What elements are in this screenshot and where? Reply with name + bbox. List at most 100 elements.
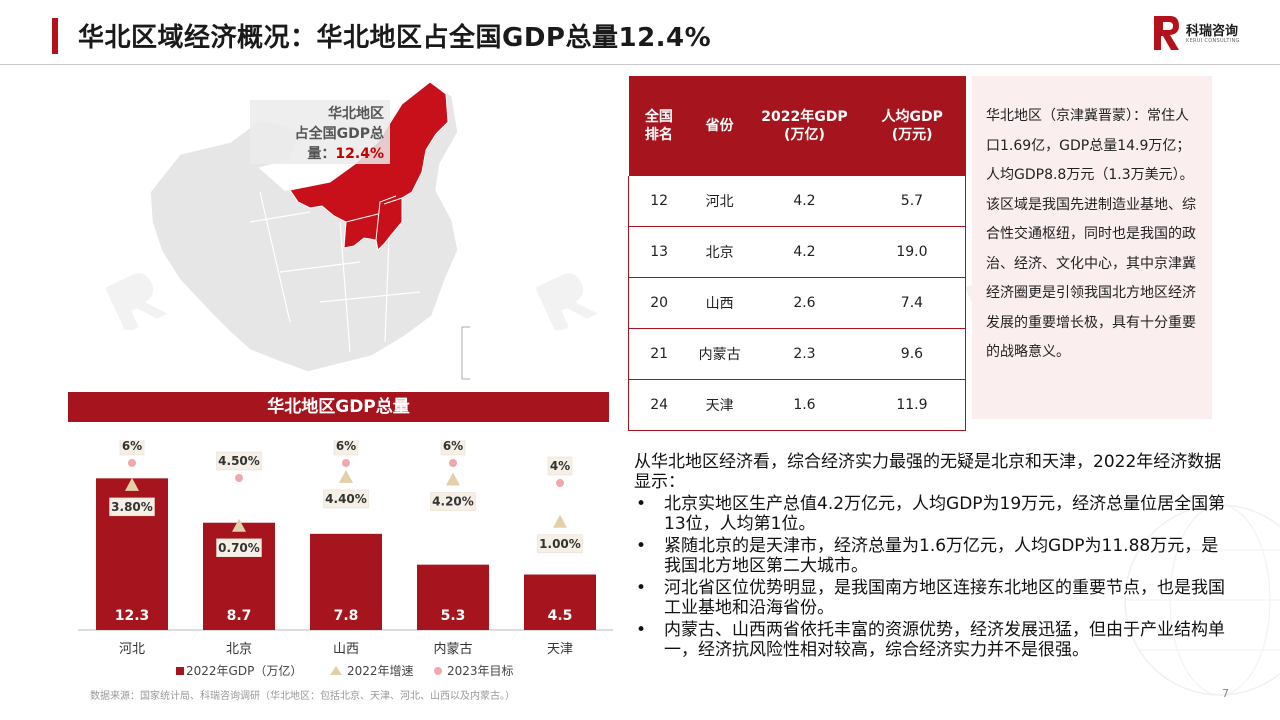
map-callout-line1: 华北地区 xyxy=(328,106,384,122)
growth-marker-triangle xyxy=(125,477,139,491)
table-cell-per-capita: 7.4 xyxy=(858,277,966,329)
table-header-gdp: 2022年GDP (万亿) xyxy=(750,76,859,176)
table-header-row: 全国 排名 省份 2022年GDP (万亿) 人均GDP (万元) xyxy=(628,76,966,176)
page-title: 华北区域经济概况：华北地区占全国GDP总量12.4% xyxy=(78,23,712,53)
map-callout-line2: 占全国GDP总 xyxy=(294,126,384,142)
gdp-table: 全国 排名 省份 2022年GDP (万亿) 人均GDP (万元) 12 河北 4.2… xyxy=(628,76,966,431)
south-china-sea-inset xyxy=(461,326,470,380)
table-row: 21 内蒙古 2.3 9.6 xyxy=(628,328,966,380)
category-tick-label: 河北 xyxy=(119,642,145,657)
page-number: 7 xyxy=(1222,687,1229,700)
target-rate-label-box xyxy=(216,451,262,471)
legend-growth-swatch xyxy=(330,666,342,675)
gdp-bar-label: 5.3 xyxy=(441,608,466,624)
category-tick-label: 内蒙古 xyxy=(433,641,472,657)
table-header-province: 省份 xyxy=(689,76,751,176)
target-rate-label: 6% xyxy=(336,440,356,453)
table-row: 24 天津 1.6 11.9 xyxy=(628,379,966,431)
table-cell-per-capita: 5.7 xyxy=(858,176,966,227)
table-cell-per-capita: 9.6 xyxy=(858,328,966,380)
gdp-bar-label: 4.5 xyxy=(548,608,573,624)
logo-subtitle: KERUI CONSULTING xyxy=(1186,38,1240,44)
table-cell-gdp: 2.6 xyxy=(750,277,859,329)
growth-marker-triangle xyxy=(232,518,246,532)
category-tick-label: 山西 xyxy=(333,642,359,657)
analysis-bullet-list: • 北京实地区生产总值4.2万亿元，人均GDP为19万元，经济总量位居全国第13位… xyxy=(634,494,1234,660)
title-accent-bar xyxy=(52,18,58,54)
legend-gdp-swatch xyxy=(176,667,184,675)
title-divider xyxy=(0,64,1280,65)
list-item: • 内蒙古、山西两省依托丰富的资源优势，经济发展迅猛，但由于产业结构单一，经济抗风… xyxy=(636,620,1225,660)
table-cell-province: 北京 xyxy=(689,226,751,278)
target-rate-label-box xyxy=(333,440,359,456)
target-rate-label-box xyxy=(440,440,466,456)
gdp-bar-label: 8.7 xyxy=(227,608,252,624)
data-source-note: 数据来源：国家统计局、科瑞咨询调研（华北地区：包括北京、天津、河北、山西以及内蒙… xyxy=(90,691,515,702)
map-callout-prefix: 量： xyxy=(307,146,336,162)
growth-rate-label-box xyxy=(430,492,476,511)
growth-rate-label: 1.00% xyxy=(539,537,581,551)
growth-marker-triangle xyxy=(553,514,567,528)
company-logo: 科瑞咨询 KERUI CONSULTING xyxy=(1154,14,1254,54)
list-item: • 北京实地区生产总值4.2万亿元，人均GDP为19万元，经济总量位居全国第13位… xyxy=(636,494,1226,534)
gdp-bar xyxy=(524,574,596,630)
target-rate-label-box xyxy=(119,440,145,456)
province-borders xyxy=(249,191,421,353)
target-marker-circle xyxy=(342,459,350,467)
gdp-chart-title: 华北地区GDP总量 xyxy=(68,392,609,422)
gdp-bar-chart: 12.3 河北 3.80% 6% 8.7 北京 0.70% 4.50% 7.8 山西 4.40% 6%… xyxy=(78,440,613,678)
growth-rate-label: 4.40% xyxy=(325,492,367,506)
target-marker-circle xyxy=(556,479,564,487)
table-cell-per-capita: 19.0 xyxy=(858,226,966,278)
table-cell-rank: 24 xyxy=(628,379,690,431)
growth-rate-label: 3.80% xyxy=(111,500,153,514)
target-marker-circle xyxy=(128,459,136,467)
growth-rate-label: 4.20% xyxy=(432,495,474,509)
target-rate-label: 6% xyxy=(443,440,463,453)
target-rate-label: 4.50% xyxy=(218,454,260,468)
growth-marker-triangle xyxy=(339,469,353,483)
analysis-text: 从华北地区经济看，综合经济实力最强的无疑是北京和天津，2022年经济数据显示： … xyxy=(634,452,1234,660)
legend-target-label: 2023年目标 xyxy=(447,664,514,678)
map-callout-highlight: 12.4% xyxy=(335,146,384,162)
table-row: 12 河北 4.2 5.7 xyxy=(628,176,966,227)
table-cell-province: 天津 xyxy=(689,379,751,431)
logo-name: 科瑞咨询 xyxy=(1186,24,1239,39)
table-cell-rank: 20 xyxy=(628,277,690,329)
table-cell-per-capita: 11.9 xyxy=(858,379,966,431)
legend-target-swatch xyxy=(434,667,442,675)
north-china-province-borders xyxy=(345,195,403,241)
table-cell-rank: 13 xyxy=(628,226,690,278)
map-callout-box xyxy=(250,100,390,164)
growth-rate-label: 0.70% xyxy=(218,541,260,555)
target-marker-circle xyxy=(449,459,457,467)
table-row: 13 北京 4.2 19.0 xyxy=(628,226,966,278)
table-cell-gdp: 2.3 xyxy=(750,328,859,380)
bullet-icon: • xyxy=(636,536,647,556)
gdp-bar xyxy=(417,564,489,630)
target-rate-label-box xyxy=(547,456,573,476)
growth-rate-label-box xyxy=(323,489,369,509)
map-callout: 华北地区 占全国GDP总 量：12.4% xyxy=(250,104,384,164)
target-rate-label: 4% xyxy=(550,459,570,473)
bullet-icon: • xyxy=(636,620,647,640)
table-row: 20 山西 2.6 7.4 xyxy=(628,277,966,329)
target-rate-label: 6% xyxy=(122,440,142,453)
north-china-region xyxy=(289,81,449,252)
gdp-bar xyxy=(310,533,382,630)
table-cell-province: 山西 xyxy=(689,277,751,329)
bullet-icon: • xyxy=(636,578,647,598)
analysis-intro: 从华北地区经济看，综合经济实力最强的无疑是北京和天津，2022年经济数据显示： xyxy=(634,452,1222,492)
category-tick-label: 天津 xyxy=(547,642,573,657)
table-cell-rank: 21 xyxy=(628,328,690,380)
map-callout-line3: 量：12.4% xyxy=(250,144,384,164)
table-cell-gdp: 4.2 xyxy=(750,226,859,278)
table-cell-province: 河北 xyxy=(689,176,751,227)
growth-marker-triangle xyxy=(446,472,460,486)
bullet-icon: • xyxy=(636,494,647,514)
region-summary-note: 华北地区（京津冀晋蒙）：常住人口1.69亿，GDP总量14.9万亿；人均GDP8… xyxy=(972,76,1212,419)
table-header-per-capita: 人均GDP (万元) xyxy=(858,76,966,176)
growth-rate-label-box xyxy=(216,538,262,558)
table-cell-province: 内蒙古 xyxy=(689,328,751,380)
gdp-table-wrap: 全国 排名 省份 2022年GDP (万亿) 人均GDP (万元) 12 河北 4.2… xyxy=(628,76,966,431)
